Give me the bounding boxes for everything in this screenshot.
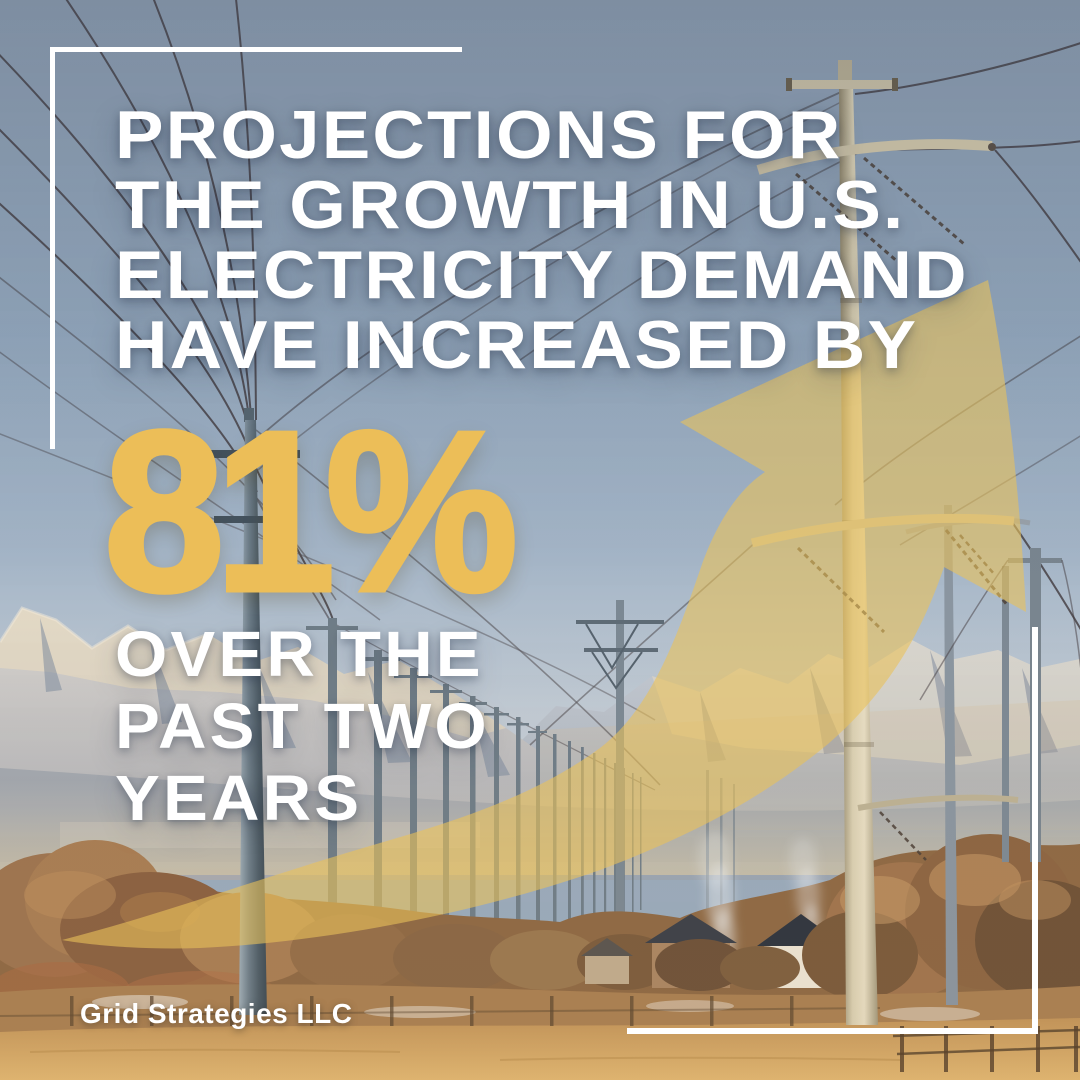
headline-line: HAVE INCREASED BY	[115, 307, 919, 383]
headline-line: THE GROWTH IN U.S.	[115, 167, 906, 243]
bottom-right-corner-frame	[627, 627, 1038, 1034]
growth-arrow-shape	[62, 280, 1026, 949]
headline: PROJECTIONS FOR THE GROWTH IN U.S. ELECT…	[115, 100, 969, 380]
statistic-value: 81%	[102, 385, 521, 639]
subheadline-line: OVER THE	[115, 618, 484, 690]
top-left-corner-frame	[50, 47, 462, 449]
headline-line: ELECTRICITY DEMAND	[115, 237, 969, 313]
subheadline-line: PAST TWO	[115, 690, 490, 762]
left-pole	[200, 408, 300, 1015]
headline-line: PROJECTIONS FOR	[115, 97, 843, 173]
attribution-text: Grid Strategies LLC	[80, 998, 353, 1029]
subheadline: OVER THE PAST TWO YEARS	[115, 618, 490, 834]
subheadline-line: YEARS	[115, 762, 363, 834]
